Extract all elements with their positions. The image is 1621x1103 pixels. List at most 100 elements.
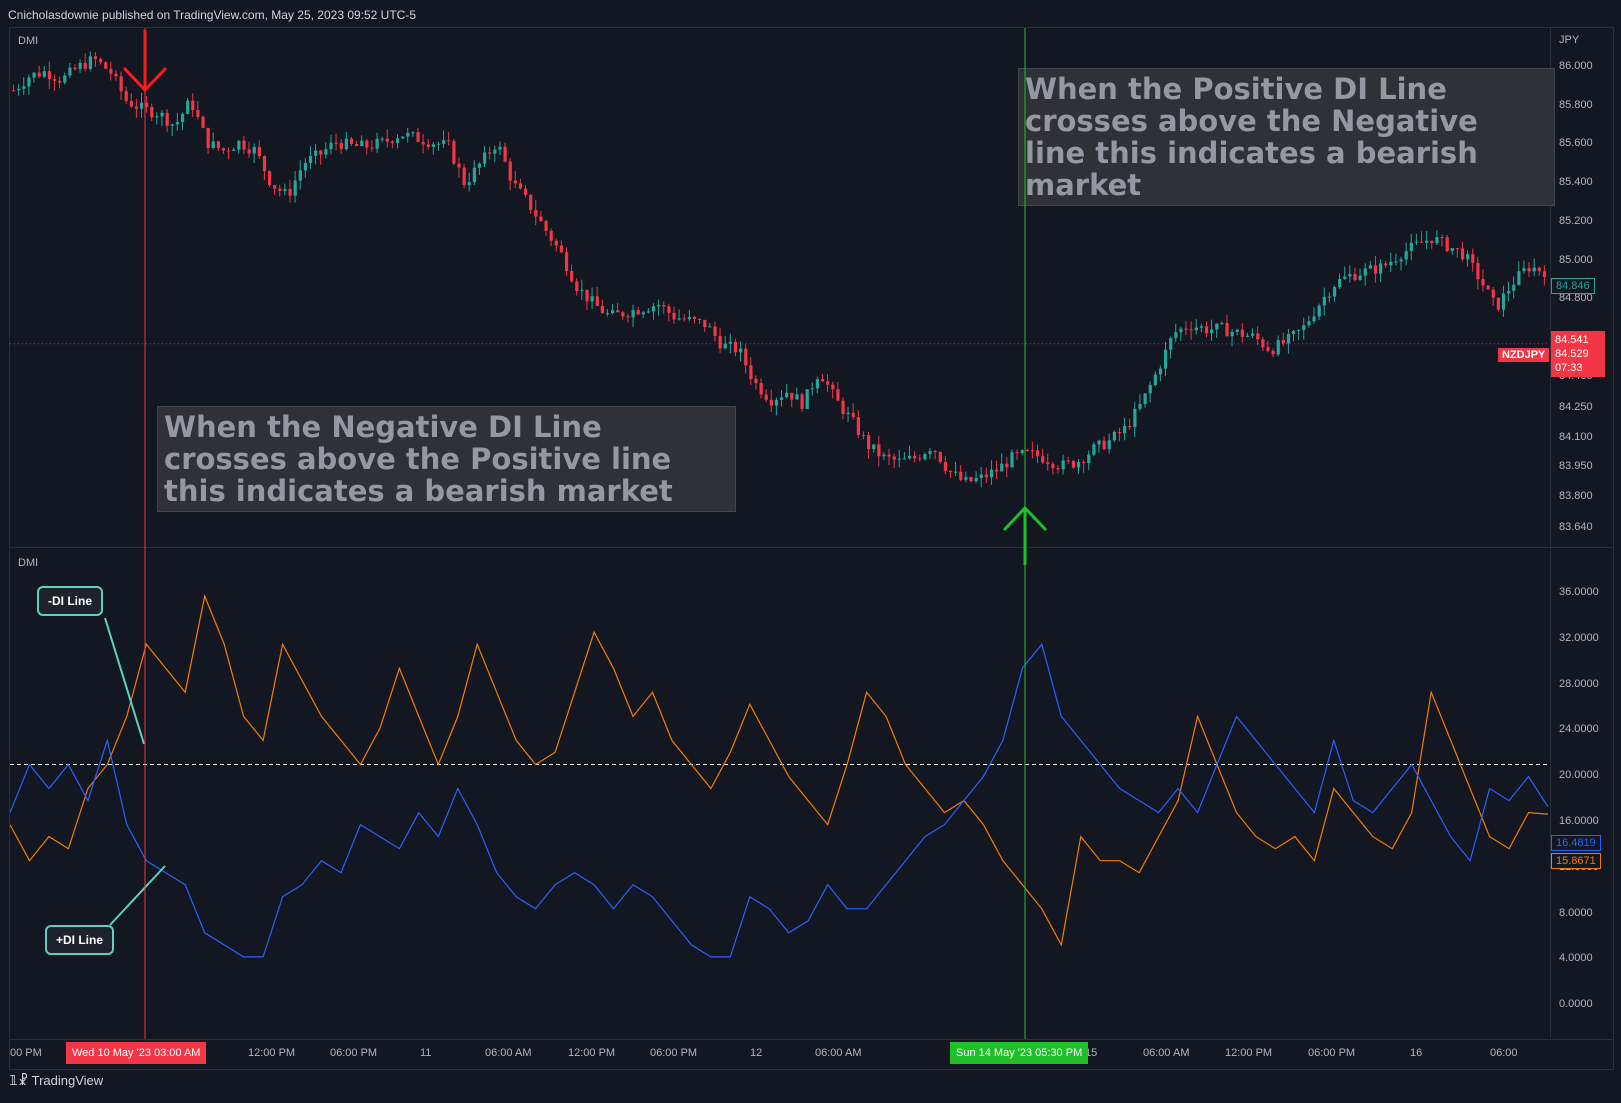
- dmi-axis-tick: 4.0000: [1559, 952, 1593, 965]
- dmi-axis-tick: 16.0000: [1559, 815, 1599, 827]
- dmi-axis-tick: 28.0000: [1559, 677, 1599, 690]
- bullish-cross-note[interactable]: When the Positive DI Line crosses above …: [1018, 68, 1555, 206]
- candle-body: [201, 116, 205, 128]
- candle-body: [1537, 267, 1541, 272]
- dmi-chart-canvas[interactable]: [10, 548, 1550, 1039]
- dmi-axis[interactable]: 36.0000 32.0000 28.0000 24.0000 20.0000 16.00…: [1551, 548, 1612, 1039]
- candle-body: [1430, 240, 1434, 244]
- candle-body: [1292, 330, 1296, 334]
- candle-body: [324, 149, 328, 155]
- candle-body: [611, 310, 615, 314]
- candle-body: [1399, 259, 1403, 262]
- bearish-cross-note[interactable]: When the Negative DI Line crosses above …: [157, 406, 736, 512]
- candle-body: [1179, 328, 1183, 333]
- candle-body: [452, 141, 456, 164]
- candle-body: [1169, 338, 1173, 350]
- tradingview-brand[interactable]: 𝟙☧ TradingView: [9, 1073, 103, 1089]
- price-axis-tick: 84.100: [1559, 431, 1593, 443]
- candle-body: [559, 245, 564, 253]
- candle-body: [1005, 463, 1009, 468]
- candle-body: [1358, 275, 1362, 280]
- candle-body: [196, 109, 200, 117]
- time-axis-tick: 06:00 PM: [650, 1047, 698, 1059]
- candle-body: [1384, 263, 1388, 266]
- candle-body: [1455, 248, 1460, 250]
- candle-body: [396, 138, 400, 144]
- candle-body: [964, 477, 968, 480]
- candle-body: [1512, 284, 1516, 291]
- current-price-ask: 84.541: [1555, 334, 1589, 346]
- candle-body: [150, 106, 154, 118]
- candle-body: [1112, 432, 1116, 441]
- candle-body: [605, 313, 610, 315]
- candle-body: [1061, 460, 1065, 470]
- candle-body: [232, 149, 236, 151]
- candle-body: [508, 161, 512, 181]
- candle-body: [585, 289, 589, 302]
- candle-body: [877, 444, 881, 457]
- candle-body: [662, 305, 666, 307]
- candle-body: [1527, 268, 1531, 272]
- candle-body: [1184, 328, 1188, 330]
- candle-body: [836, 389, 840, 401]
- candle-body: [1368, 265, 1372, 269]
- price-axis-tick: 84.800: [1559, 292, 1593, 304]
- candle-body: [1102, 440, 1106, 450]
- candle-body: [1286, 333, 1291, 344]
- price-chart-canvas[interactable]: [10, 28, 1550, 547]
- candle-body: [800, 394, 804, 409]
- candle-body: [416, 132, 420, 142]
- candle-body: [841, 400, 845, 415]
- candle-body: [349, 138, 354, 145]
- candle-body: [723, 343, 727, 349]
- candle-body: [739, 348, 743, 353]
- candle-body: [913, 455, 917, 459]
- minus-di-callout[interactable]: -DI Line: [37, 586, 103, 616]
- candle-body: [1240, 329, 1244, 337]
- candle-body: [401, 136, 405, 139]
- candle-body: [718, 335, 722, 349]
- candle-body: [826, 381, 830, 385]
- candle-body: [1302, 325, 1306, 330]
- candle-body: [442, 140, 446, 144]
- candle-body: [1471, 254, 1475, 263]
- candle-body: [1363, 268, 1367, 276]
- candle-body: [22, 86, 26, 89]
- candle-body: [493, 149, 497, 154]
- time-axis-tick: 06:00 PM: [330, 1047, 378, 1059]
- time-axis-tick: 16: [1410, 1047, 1423, 1059]
- candle-body: [1394, 261, 1398, 263]
- candle-body: [667, 306, 671, 313]
- candle-body: [1532, 267, 1536, 272]
- candle-body: [165, 112, 169, 126]
- candle-body: [703, 319, 707, 328]
- candle-body: [780, 397, 784, 400]
- time-axis[interactable]: 00 PM 12:00 PM 06:00 PM 11 06:00 AM 12:00 PM 0…: [10, 1039, 1550, 1067]
- candle-body: [1425, 240, 1429, 243]
- candle-body: [759, 383, 763, 395]
- candle-body: [411, 132, 415, 134]
- candle-body: [1076, 462, 1081, 468]
- candle-body: [503, 146, 507, 162]
- plus-di-callout[interactable]: +DI Line: [45, 925, 115, 955]
- candle-body: [385, 138, 389, 142]
- candle-body: [380, 138, 384, 140]
- candle-body: [882, 454, 886, 457]
- candle-body: [37, 72, 41, 77]
- candle-body: [1322, 296, 1326, 306]
- candle-body: [641, 312, 645, 315]
- price-pane-label: DMI: [18, 35, 39, 47]
- dmi-pane[interactable]: [10, 548, 1550, 1039]
- candle-body: [1440, 237, 1444, 239]
- candle-body: [47, 71, 52, 80]
- candle-body: [114, 73, 118, 77]
- candle-body: [334, 142, 338, 144]
- candle-body: [698, 318, 702, 320]
- candle-body: [498, 146, 502, 150]
- dmi-axis-tick: 20.0000: [1559, 769, 1599, 782]
- price-axis[interactable]: JPY 86.000 85.800 85.600 85.400 85.200 85.000…: [1551, 28, 1612, 547]
- pane-divider[interactable]: [10, 547, 1612, 548]
- minus-di-line: [10, 594, 1549, 947]
- candle-body: [1271, 350, 1275, 355]
- candle-body: [1343, 276, 1347, 279]
